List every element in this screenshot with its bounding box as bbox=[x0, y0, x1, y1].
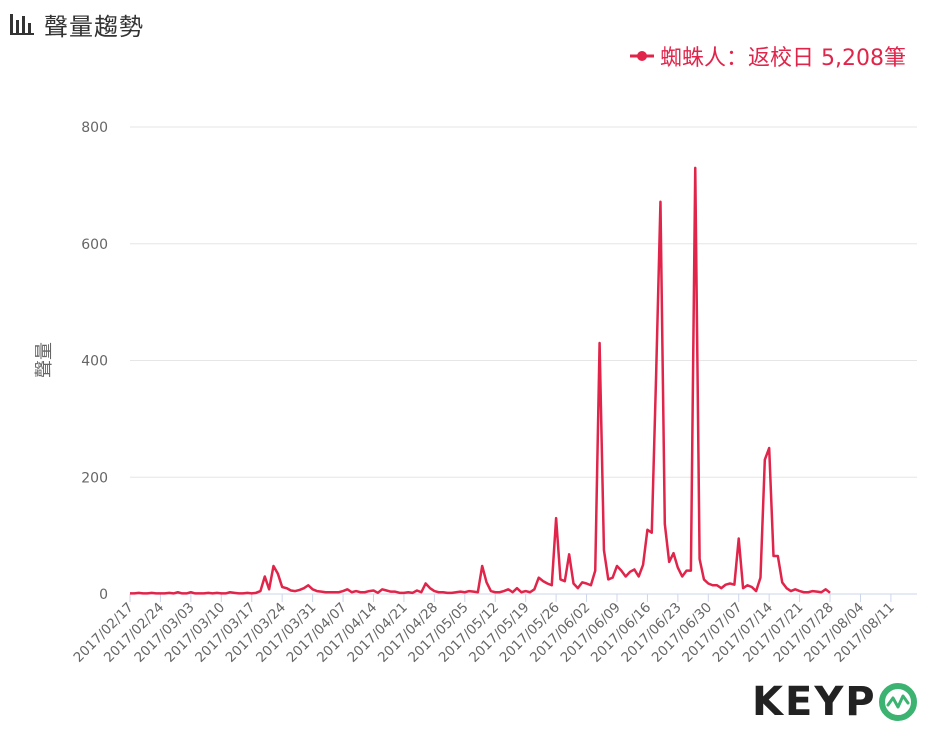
legend-marker-icon bbox=[630, 51, 655, 61]
series-line[interactable] bbox=[130, 166, 831, 595]
logo-text: KEYP bbox=[752, 679, 877, 725]
y-tick-label: 600 bbox=[81, 237, 108, 253]
y-tick-label: 800 bbox=[81, 120, 108, 136]
chart-header: 聲量趨勢 bbox=[8, 6, 144, 42]
y-tick-label: 0 bbox=[99, 587, 108, 603]
x-axis-ticks: 2017/02/172017/02/242017/03/032017/03/10… bbox=[70, 594, 898, 666]
keypo-logo: KEYP bbox=[752, 682, 918, 722]
bar-chart-icon bbox=[10, 14, 34, 35]
grid-lines bbox=[130, 126, 917, 478]
legend-label: 蜘蛛人：返校日 5,208筆 bbox=[660, 46, 906, 71]
logo-o-icon bbox=[878, 683, 917, 721]
legend[interactable]: 蜘蛛人：返校日 5,208筆 bbox=[630, 40, 906, 72]
y-axis-ticks: 0 200 400 600 800 bbox=[81, 120, 108, 603]
y-tick-label: 200 bbox=[81, 470, 108, 486]
y-tick-label: 400 bbox=[81, 354, 108, 370]
chart-title: 聲量趨勢 bbox=[44, 12, 144, 41]
y-axis-label: 聲量 bbox=[34, 342, 55, 378]
